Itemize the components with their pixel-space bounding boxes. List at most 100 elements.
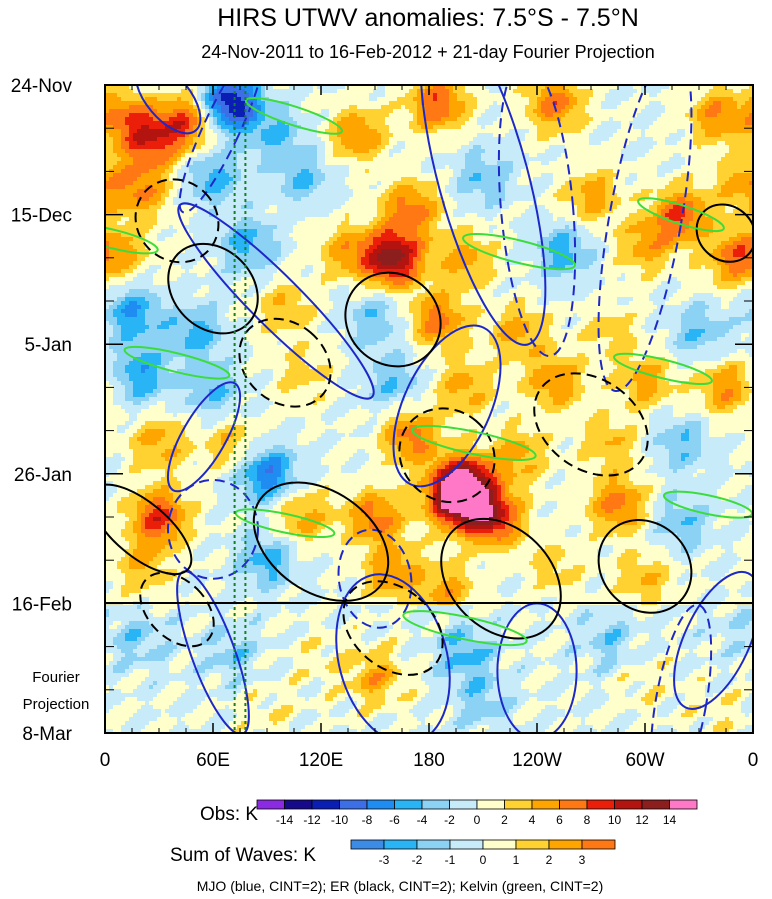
heatmap-cell [641,133,646,138]
heatmap-cell [145,145,150,150]
heatmap-cell [429,161,434,166]
heatmap-cell [573,117,578,122]
heatmap-cell [541,173,546,178]
heatmap-cell [649,177,654,182]
heatmap-cell [581,137,586,142]
heatmap-cell [557,125,562,130]
heatmap-cell [701,185,706,190]
heatmap-cell [169,105,174,110]
heatmap-cell [601,157,606,162]
heatmap-cell [737,141,742,146]
heatmap-cell [573,93,578,98]
heatmap-cell [185,137,190,142]
heatmap-cell [613,105,618,110]
heatmap-cell [341,201,346,206]
heatmap-cell [313,121,318,126]
heatmap-cell [145,153,150,158]
heatmap-cell [617,85,622,90]
heatmap-cell [533,181,538,186]
heatmap-cell [397,189,402,194]
heatmap-cell [501,141,506,146]
heatmap-cell [605,177,610,182]
heatmap-cell [313,157,318,162]
heatmap-cell [121,165,126,170]
heatmap-cell [217,101,222,106]
heatmap-cell [621,93,626,98]
heatmap-cell [133,181,138,186]
heatmap-cell [121,89,126,94]
heatmap-cell [341,169,346,174]
heatmap-cell [285,177,290,182]
heatmap-cell [105,113,110,118]
heatmap-cell [369,157,374,162]
heatmap-cell [437,193,442,198]
heatmap-cell [553,93,558,98]
heatmap-cell [261,193,266,198]
heatmap-cell [369,117,374,122]
heatmap-cell [397,149,402,154]
heatmap-cell [125,145,130,150]
heatmap-cell [625,133,630,138]
heatmap-cell [313,101,318,106]
heatmap-cell [593,137,598,142]
heatmap-cell [725,85,730,90]
heatmap-cell [193,189,198,194]
heatmap-cell [225,101,230,106]
heatmap-cell [169,157,174,162]
heatmap-cell [209,153,214,158]
heatmap-cell [341,93,346,98]
heatmap-cell [269,189,274,194]
heatmap-cell [673,165,678,170]
heatmap-cell [509,137,514,142]
heatmap-cell [465,89,470,94]
heatmap-cell [677,89,682,94]
heatmap-cell [365,181,370,186]
heatmap-cell [713,121,718,126]
heatmap-cell [417,157,422,162]
heatmap-cell [237,121,242,126]
heatmap-cell [165,145,170,150]
heatmap-cell [221,149,226,154]
heatmap-cell [605,205,610,210]
heatmap-cell [453,197,458,202]
heatmap-cell [665,85,670,90]
heatmap-cell [445,185,450,190]
heatmap-cell [117,97,122,102]
heatmap-cell [649,125,654,130]
heatmap-cell [121,105,126,110]
heatmap-cell [477,125,482,130]
heatmap-cell [165,201,170,206]
heatmap-cell [141,85,146,90]
heatmap-cell [261,161,266,166]
heatmap-cell [157,125,162,130]
heatmap-cell [417,133,422,138]
heatmap-cell [269,113,274,118]
heatmap-cell [637,173,642,178]
heatmap-cell [373,121,378,126]
heatmap-cell [405,117,410,122]
heatmap-cell [597,109,602,114]
heatmap-cell [529,129,534,134]
heatmap-cell [537,97,542,102]
heatmap-cell [457,129,462,134]
heatmap-cell [145,137,150,142]
heatmap-cell [589,177,594,182]
heatmap-cell [569,177,574,182]
heatmap-cell [693,113,698,118]
heatmap-cell [557,197,562,202]
heatmap-cell [233,165,238,170]
heatmap-cell [533,189,538,194]
heatmap-cell [349,161,354,166]
heatmap-cell [345,197,350,202]
heatmap-cell [125,125,130,130]
heatmap-cell [669,105,674,110]
heatmap-cell [357,133,362,138]
heatmap-cell [397,97,402,102]
heatmap-cell [225,105,230,110]
heatmap-cell [509,197,514,202]
heatmap-cell [109,149,114,154]
heatmap-cell [721,201,726,206]
heatmap-cell [289,173,294,178]
heatmap-cell [661,145,666,150]
heatmap-cell [593,113,598,118]
